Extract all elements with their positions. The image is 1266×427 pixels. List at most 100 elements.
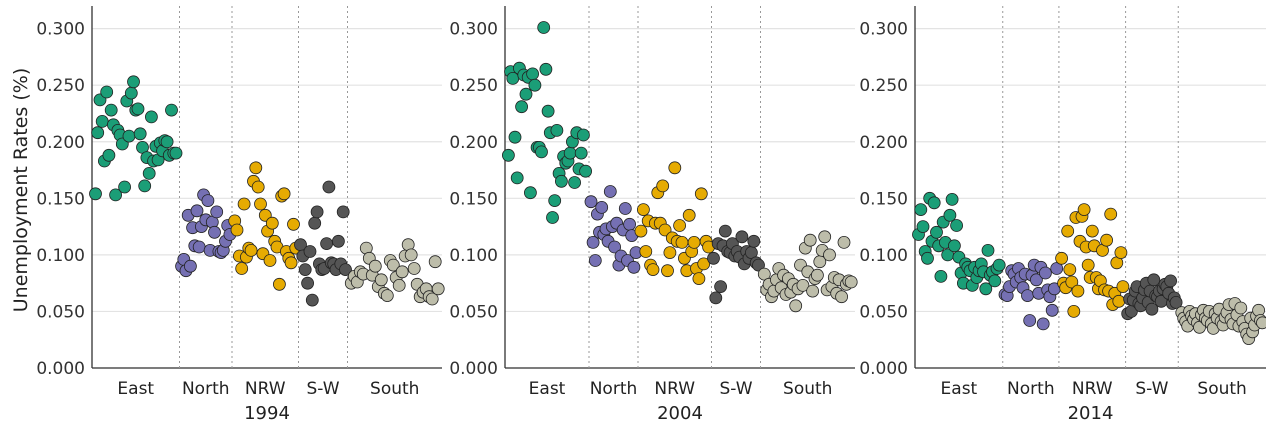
data-point-sw xyxy=(1169,295,1183,309)
data-point-east xyxy=(95,115,109,128)
data-point-nrw xyxy=(646,263,660,277)
data-point-east xyxy=(131,102,145,116)
category-label: NRW xyxy=(245,379,286,399)
data-point-north xyxy=(1023,314,1037,327)
data-point-east xyxy=(124,86,138,100)
y-tick-label: 0.200 xyxy=(859,133,908,153)
data-point-nrw xyxy=(637,203,650,217)
data-point-east xyxy=(104,103,118,117)
data-point-east xyxy=(138,179,152,193)
data-point-nrw xyxy=(1085,224,1099,238)
data-point-east xyxy=(988,274,1002,288)
data-point-east xyxy=(501,148,515,162)
data-point-east xyxy=(169,146,183,160)
data-point-nrw xyxy=(1100,233,1113,247)
data-point-sw xyxy=(752,258,765,272)
data-point-south xyxy=(844,275,858,289)
data-point-east xyxy=(934,269,948,283)
data-point-north xyxy=(618,202,632,215)
data-point-east xyxy=(574,146,588,160)
category-label: S-W xyxy=(719,379,752,399)
data-point-sw xyxy=(1145,302,1159,316)
data-point-nrw xyxy=(287,217,300,231)
data-point-sw xyxy=(718,224,732,238)
data-point-east xyxy=(127,75,140,89)
data-point-sw xyxy=(747,234,761,248)
data-point-east xyxy=(579,164,592,178)
data-point-north xyxy=(1039,266,1052,280)
data-point-east xyxy=(526,67,539,81)
data-point-east xyxy=(577,128,590,142)
data-point-east xyxy=(930,225,943,239)
category-label: South xyxy=(783,379,832,399)
data-point-nrw xyxy=(1081,258,1095,272)
data-point-sw xyxy=(714,280,727,294)
data-point-east xyxy=(510,171,524,185)
data-point-east xyxy=(568,176,581,189)
data-point-nrw xyxy=(675,235,689,249)
data-point-nrw xyxy=(235,262,249,275)
panel-2014: 0.000 0.050 0.100 0.150 0.200 0.250 0.300 East N… xyxy=(859,6,1266,424)
y-tick-label: 0.200 xyxy=(36,133,85,153)
y-tick-label: 0.000 xyxy=(859,359,908,379)
data-point-south xyxy=(1234,301,1248,315)
data-point-east xyxy=(142,166,156,180)
data-point-nrw xyxy=(251,180,265,194)
data-point-nrw xyxy=(1061,224,1075,238)
data-point-sw xyxy=(331,234,345,248)
data-point-nrw xyxy=(1104,207,1118,221)
data-point-east xyxy=(550,123,564,137)
data-point-nrw xyxy=(1077,203,1091,217)
data-point-east xyxy=(91,126,105,140)
data-point-east xyxy=(914,203,928,217)
data-point-east xyxy=(943,208,957,222)
data-point-north xyxy=(1036,317,1050,331)
data-point-east xyxy=(122,129,136,143)
data-point-nrw xyxy=(694,187,708,201)
data-point-north xyxy=(208,225,221,239)
y-tick-label: 0.300 xyxy=(859,20,908,40)
data-point-south xyxy=(1256,316,1266,330)
category-label: East xyxy=(529,379,566,399)
panel-1994: 0.000 0.050 0.100 0.150 0.200 0.250 0.300 East N… xyxy=(36,6,445,424)
y-tick-label: 0.100 xyxy=(36,246,85,266)
panels-layer: 0.000 0.050 0.100 0.150 0.200 0.250 0.300 East N… xyxy=(36,6,1266,424)
data-point-sw xyxy=(298,263,312,277)
data-point-north xyxy=(584,195,598,209)
data-point-east xyxy=(548,194,562,208)
data-point-south xyxy=(380,289,394,303)
category-label: East xyxy=(117,379,154,399)
data-point-east xyxy=(89,187,102,201)
data-point-nrw xyxy=(661,264,674,278)
data-point-south xyxy=(835,290,848,304)
data-point-nrw xyxy=(663,246,677,260)
data-point-sw xyxy=(336,205,350,219)
data-point-nrw xyxy=(277,187,291,201)
data-point-east xyxy=(118,180,131,194)
data-point-nrw xyxy=(682,208,696,222)
data-point-sw xyxy=(707,251,720,265)
data-point-nrw xyxy=(230,223,244,237)
data-point-nrw xyxy=(265,216,279,230)
data-point-south xyxy=(806,284,819,298)
data-point-sw xyxy=(320,237,334,251)
data-point-sw xyxy=(322,180,336,194)
data-point-south xyxy=(428,255,442,269)
data-point-east xyxy=(508,130,522,144)
y-tick-label: 0.100 xyxy=(859,246,908,266)
data-point-north xyxy=(608,240,621,254)
data-point-nrw xyxy=(697,257,711,271)
data-point-south xyxy=(368,259,382,273)
data-point-south xyxy=(407,262,421,275)
data-point-north xyxy=(588,254,602,267)
data-point-south xyxy=(386,258,400,272)
data-point-south xyxy=(796,278,810,292)
data-point-east xyxy=(165,103,178,117)
category-label: North xyxy=(590,379,638,399)
data-point-north xyxy=(595,200,609,214)
data-point-nrw xyxy=(263,254,277,267)
y-tick-label: 0.150 xyxy=(449,189,498,209)
data-point-nrw xyxy=(1071,284,1085,298)
data-point-north xyxy=(210,205,224,219)
